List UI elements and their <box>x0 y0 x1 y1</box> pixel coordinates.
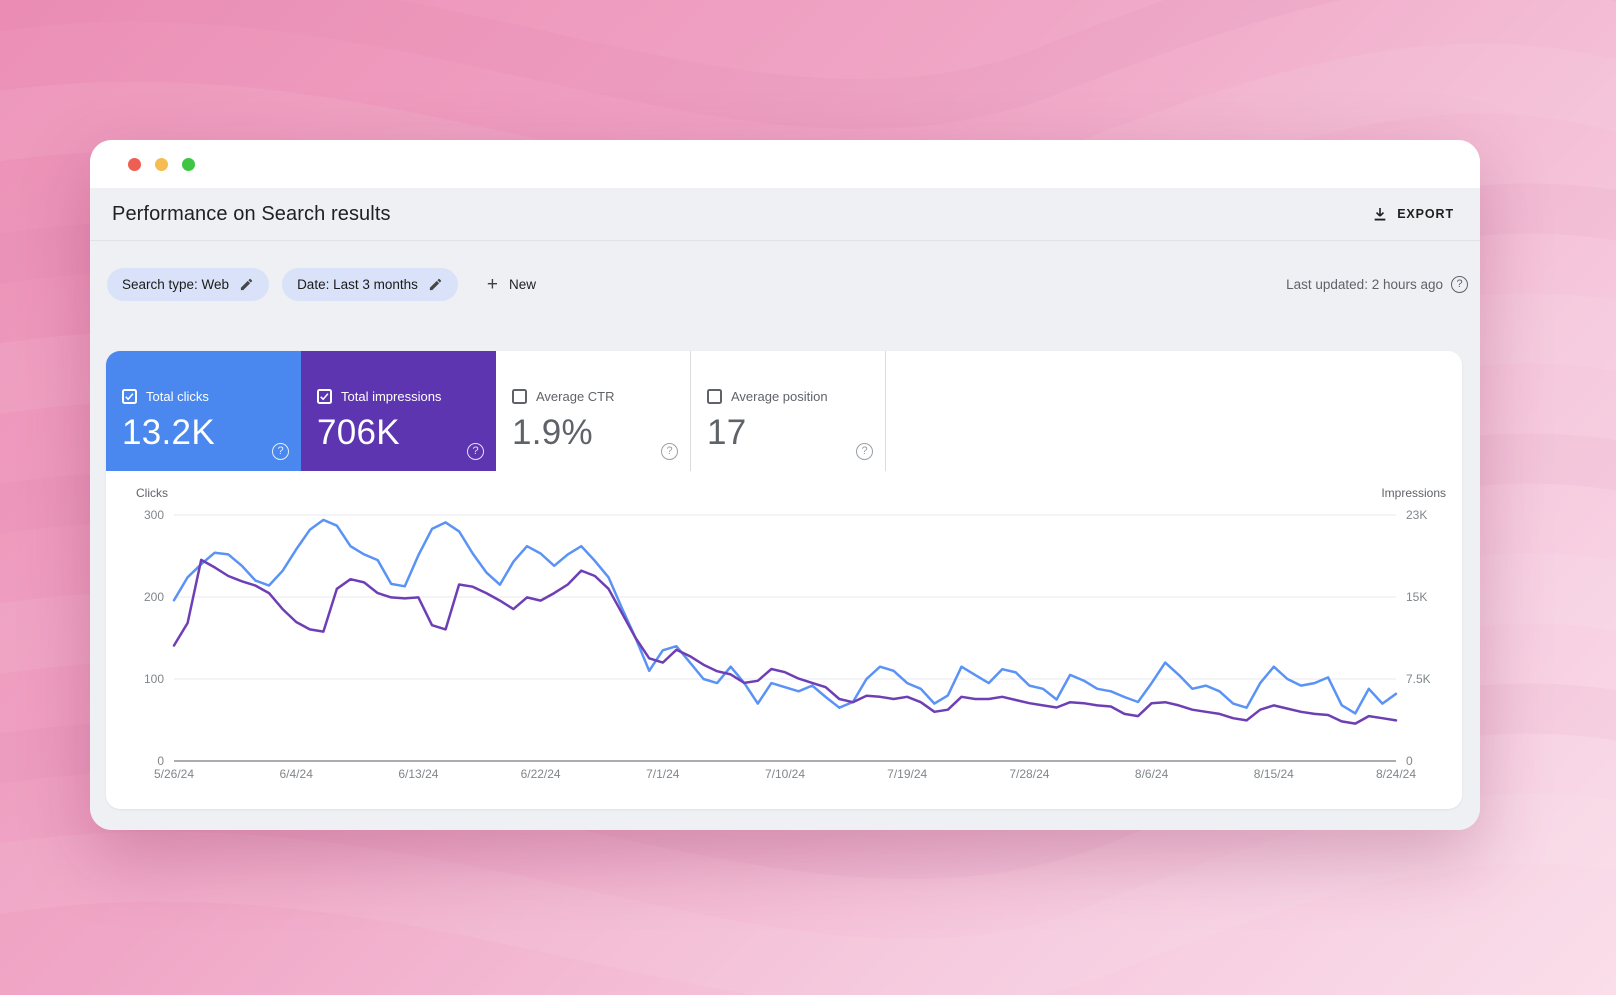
plus-icon: + <box>486 274 498 295</box>
help-icon[interactable]: ? <box>272 443 289 460</box>
svg-text:300: 300 <box>144 508 164 522</box>
svg-text:15K: 15K <box>1406 590 1427 604</box>
filter-chips: Search type: Web Date: Last 3 months + N… <box>107 268 546 301</box>
svg-text:5/26/24: 5/26/24 <box>154 767 194 781</box>
window-titlebar <box>90 140 1480 188</box>
help-icon[interactable]: ? <box>856 443 873 460</box>
chart-area: 0 0 100 7.5K 200 15K 300 23K Clicks Impressions 5/… <box>106 471 1462 783</box>
performance-chart: 0 0 100 7.5K 200 15K 300 23K Clicks Impressions 5/… <box>136 486 1446 781</box>
page-title: Performance on Search results <box>112 202 391 225</box>
metric-tile-average-ctr[interactable]: Average CTR 1.9% ? <box>496 351 691 471</box>
new-filter-label: New <box>509 277 537 292</box>
help-icon[interactable]: ? <box>467 443 484 460</box>
page-header: Performance on Search results EXPORT <box>90 188 1480 241</box>
svg-text:6/13/24: 6/13/24 <box>398 767 438 781</box>
app-window: Performance on Search results EXPORT Sea… <box>90 140 1480 830</box>
filter-bar: Search type: Web Date: Last 3 months + N… <box>90 241 1480 301</box>
checkbox-checked-icon <box>122 389 137 404</box>
new-filter-button[interactable]: + New <box>477 269 546 300</box>
svg-text:8/6/24: 8/6/24 <box>1135 767 1169 781</box>
help-icon[interactable]: ? <box>1451 276 1468 293</box>
download-icon <box>1374 208 1386 221</box>
checkbox-unchecked-icon <box>512 389 527 404</box>
search-type-chip-label: Search type: Web <box>122 277 230 292</box>
svg-text:0: 0 <box>157 754 164 768</box>
export-button[interactable]: EXPORT <box>1360 198 1466 230</box>
svg-text:7.5K: 7.5K <box>1406 672 1431 686</box>
svg-text:23K: 23K <box>1406 508 1427 522</box>
window-close-button[interactable] <box>128 157 141 171</box>
metric-tile-average-position[interactable]: Average position 17 ? <box>691 351 886 471</box>
svg-text:7/19/24: 7/19/24 <box>887 767 927 781</box>
date-filter-chip[interactable]: Date: Last 3 months <box>282 268 458 301</box>
svg-text:Clicks: Clicks <box>136 486 168 500</box>
svg-text:100: 100 <box>144 672 164 686</box>
date-filter-chip-label: Date: Last 3 months <box>297 277 418 292</box>
svg-text:0: 0 <box>1406 754 1413 768</box>
metric-label: Average position <box>731 389 828 404</box>
edit-pencil-icon <box>429 278 442 291</box>
checkbox-unchecked-icon <box>707 389 722 404</box>
metric-value: 17 <box>707 413 747 452</box>
metric-label: Average CTR <box>536 389 615 404</box>
report-panel: Total clicks 13.2K ? Total impressions 7… <box>106 351 1462 809</box>
last-updated: Last updated: 2 hours ago ? <box>1286 268 1468 293</box>
metric-value: 1.9% <box>512 413 593 452</box>
last-updated-text: Last updated: 2 hours ago <box>1286 277 1443 292</box>
window-zoom-button[interactable] <box>182 157 195 171</box>
svg-text:7/10/24: 7/10/24 <box>765 767 805 781</box>
metric-tile-total-clicks[interactable]: Total clicks 13.2K ? <box>106 351 301 471</box>
metric-value: 13.2K <box>122 413 215 452</box>
help-icon[interactable]: ? <box>661 443 678 460</box>
app-content: Performance on Search results EXPORT Sea… <box>90 188 1480 830</box>
search-type-chip[interactable]: Search type: Web <box>107 268 270 301</box>
svg-text:7/28/24: 7/28/24 <box>1009 767 1049 781</box>
svg-text:Impressions: Impressions <box>1381 486 1446 500</box>
metric-tile-total-impressions[interactable]: Total impressions 706K ? <box>301 351 496 471</box>
metric-value: 706K <box>317 413 400 452</box>
edit-pencil-icon <box>240 278 253 291</box>
svg-text:8/15/24: 8/15/24 <box>1254 767 1294 781</box>
window-minimize-button[interactable] <box>155 157 168 171</box>
checkbox-checked-icon <box>317 389 332 404</box>
metric-label: Total clicks <box>146 389 209 404</box>
svg-text:8/24/24: 8/24/24 <box>1376 767 1416 781</box>
metric-label: Total impressions <box>341 389 442 404</box>
metrics-row: Total clicks 13.2K ? Total impressions 7… <box>106 351 1462 471</box>
svg-text:6/4/24: 6/4/24 <box>280 767 314 781</box>
svg-text:7/1/24: 7/1/24 <box>646 767 680 781</box>
export-label: EXPORT <box>1397 207 1454 221</box>
svg-text:200: 200 <box>144 590 164 604</box>
svg-text:6/22/24: 6/22/24 <box>521 767 561 781</box>
